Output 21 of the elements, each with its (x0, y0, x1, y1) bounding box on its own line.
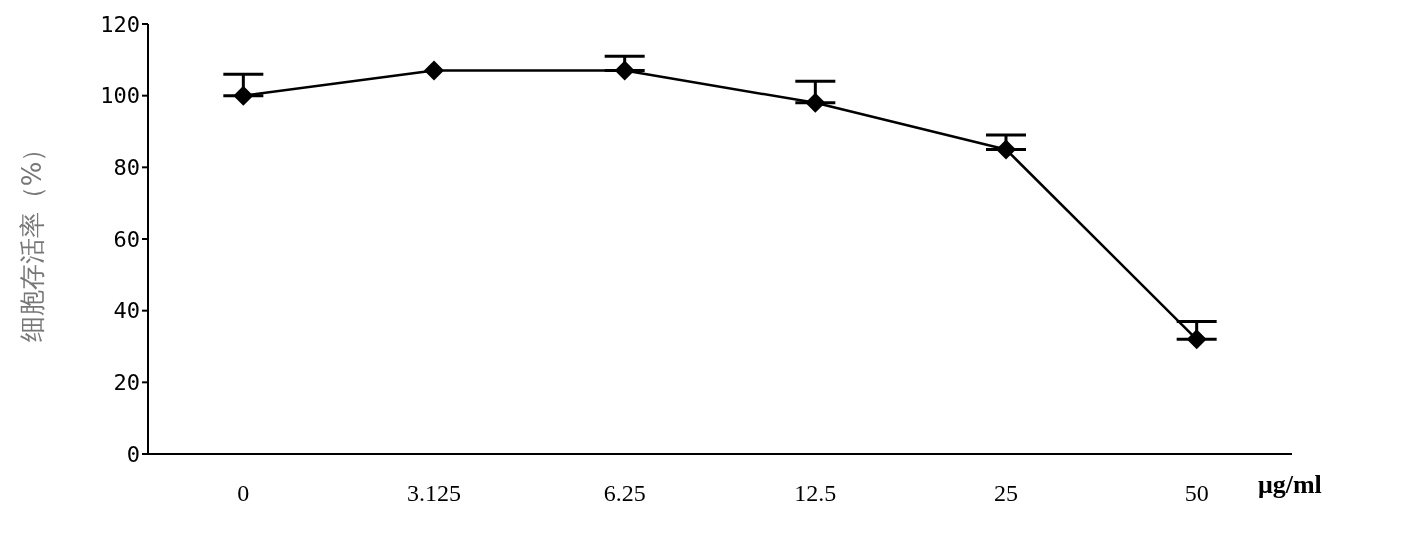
x-tick-label: 6.25 (603, 480, 646, 507)
y-tick-label: 0 (126, 441, 140, 467)
x-tick-label: 25 (994, 480, 1018, 507)
x-tick-label: 12.5 (794, 480, 837, 507)
x-tick-label: 0 (237, 480, 250, 507)
x-tick-label: 3.125 (407, 480, 461, 507)
y-tick-label: 100 (100, 83, 140, 109)
y-tick-label: 80 (113, 155, 140, 181)
y-tick-label: 20 (113, 370, 140, 396)
point (424, 60, 444, 81)
point (233, 85, 254, 106)
x-tick-label: 50 (1184, 480, 1209, 507)
y-tick-label: 60 (113, 226, 140, 252)
point (1186, 329, 1207, 350)
point (805, 92, 826, 113)
point (996, 139, 1016, 160)
y-axis-title: 细胞存活率（%） (17, 135, 48, 343)
y-tick-label: 40 (113, 298, 140, 324)
y-tick-label: 120 (100, 11, 140, 37)
x-axis-title: μg/ml (1258, 470, 1322, 500)
point (614, 60, 635, 81)
